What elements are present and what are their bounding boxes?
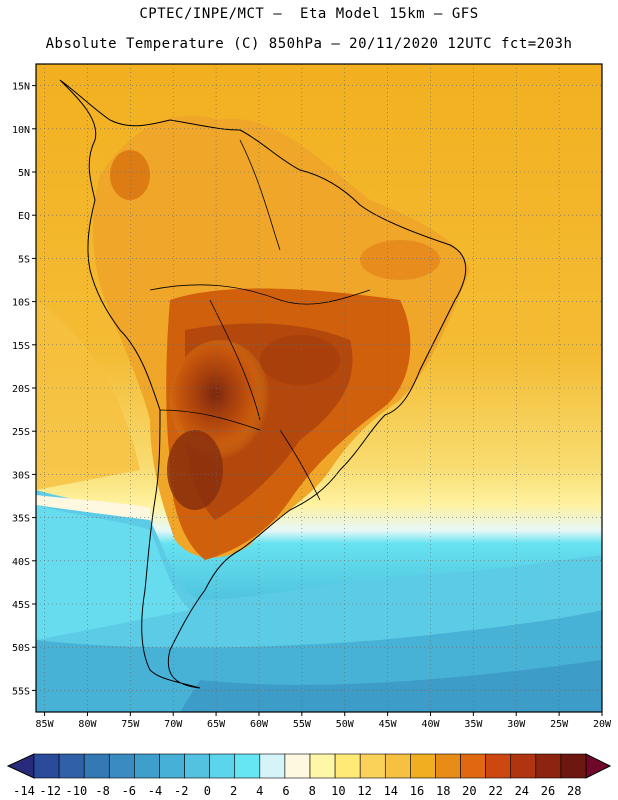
colorbar-swatch bbox=[284, 753, 311, 779]
title-line-2: Absolute Temperature (C) 850hPa – 20/11/… bbox=[45, 36, 573, 52]
lat-label: 30S bbox=[12, 470, 30, 481]
colorbar-swatch bbox=[159, 753, 185, 779]
colorbar-label: 20 bbox=[462, 784, 476, 798]
borders bbox=[149, 139, 371, 501]
colorbar-swatch bbox=[510, 753, 537, 779]
colorbar-swatch bbox=[33, 753, 60, 779]
colorbar-swatch bbox=[334, 753, 361, 779]
colorbar-label: -8 bbox=[95, 784, 109, 798]
lat-label: 15N bbox=[12, 82, 30, 93]
lat-label: 5N bbox=[18, 168, 30, 179]
colorbar-swatch bbox=[309, 753, 336, 779]
lat-label: 5S bbox=[18, 254, 30, 265]
colorbar-swatch bbox=[384, 753, 411, 779]
colorbar-label: 4 bbox=[256, 784, 263, 798]
lat-label: 50S bbox=[12, 643, 30, 654]
lat-label: 15S bbox=[12, 341, 30, 352]
lon-label: 25W bbox=[550, 719, 569, 730]
colorbar-label: 10 bbox=[331, 784, 345, 798]
colorbar-swatch bbox=[234, 753, 261, 779]
colorbar-swatch bbox=[410, 753, 436, 779]
colorbar-label: -10 bbox=[66, 784, 88, 798]
lat-label: 10N bbox=[12, 125, 30, 136]
colorbar-label: 6 bbox=[282, 784, 289, 798]
colorbar-label: 22 bbox=[488, 784, 502, 798]
colorbar-swatch bbox=[108, 753, 135, 779]
colorbar-swatch bbox=[209, 753, 236, 779]
colorbar-swatch bbox=[560, 753, 587, 779]
colorbar-swatch bbox=[58, 753, 85, 779]
lon-label: 85W bbox=[36, 719, 55, 730]
lon-label: 75W bbox=[121, 719, 140, 730]
colorbar-swatch bbox=[184, 753, 210, 779]
colorbar-swatch bbox=[485, 753, 512, 779]
field-layer bbox=[36, 64, 602, 712]
colorbar-arrow-left bbox=[6, 753, 35, 779]
colorbar-label: -12 bbox=[39, 784, 61, 798]
lat-label: 35S bbox=[12, 514, 30, 525]
colorbar-label: 2 bbox=[230, 784, 237, 798]
lat-label: 25S bbox=[12, 427, 30, 438]
colorbar-label: 8 bbox=[309, 784, 316, 798]
colorbar-label: 16 bbox=[410, 784, 424, 798]
colorbar-swatch bbox=[259, 753, 286, 779]
colorbar-label: 12 bbox=[357, 784, 371, 798]
colorbar-label: 14 bbox=[384, 784, 398, 798]
colorbar-label: -4 bbox=[148, 784, 162, 798]
lat-label: 40S bbox=[12, 557, 30, 568]
colorbar-label: 0 bbox=[204, 784, 211, 798]
lon-label: 55W bbox=[293, 719, 312, 730]
colorbar-swatch bbox=[535, 753, 562, 779]
colorbar-swatch bbox=[83, 753, 110, 779]
lon-label: 80W bbox=[78, 719, 97, 730]
colorbar-swatch bbox=[435, 753, 461, 779]
lat-label: 55S bbox=[12, 686, 30, 697]
lon-label: 30W bbox=[507, 719, 526, 730]
lat-label: 45S bbox=[12, 600, 30, 611]
colorbar-label: 26 bbox=[541, 784, 555, 798]
axis-ticks: 85W 80W 75W 70W 65W 60W 55W 50W 45W 40W 35W 30W 25W 2… bbox=[12, 82, 612, 730]
lon-label: 20W bbox=[593, 719, 612, 730]
lon-label: 45W bbox=[379, 719, 398, 730]
lon-label: 35W bbox=[464, 719, 483, 730]
lon-label: 70W bbox=[164, 719, 183, 730]
title-line-1: CPTEC/INPE/MCT – Eta Model 15km – GFS bbox=[139, 6, 479, 22]
colorbar-label: 18 bbox=[436, 784, 450, 798]
colorbar-arrow-right bbox=[585, 753, 612, 779]
lon-label: 50W bbox=[336, 719, 355, 730]
lat-label: 10S bbox=[12, 298, 30, 309]
colorbar-label: -6 bbox=[122, 784, 136, 798]
lon-label: 40W bbox=[421, 719, 440, 730]
colorbar-label: -2 bbox=[174, 784, 188, 798]
colorbar-swatch bbox=[460, 753, 486, 779]
colorbar-swatch bbox=[359, 753, 386, 779]
lat-label: EQ bbox=[18, 211, 30, 222]
graticule bbox=[36, 64, 602, 712]
coastline bbox=[59, 79, 467, 689]
colorbar-swatch bbox=[134, 753, 160, 779]
colorbar-label: -14 bbox=[13, 784, 35, 798]
lon-label: 65W bbox=[207, 719, 226, 730]
colorbar-label: 24 bbox=[515, 784, 529, 798]
colorbar: -14 -12 -10 -8 -6 -4 -2 0 2 4 6 8 10 12 14 16 18 20 22 24 26… bbox=[6, 753, 612, 798]
lat-label: 20S bbox=[12, 384, 30, 395]
lon-label: 60W bbox=[250, 719, 269, 730]
colorbar-label: 28 bbox=[567, 784, 581, 798]
